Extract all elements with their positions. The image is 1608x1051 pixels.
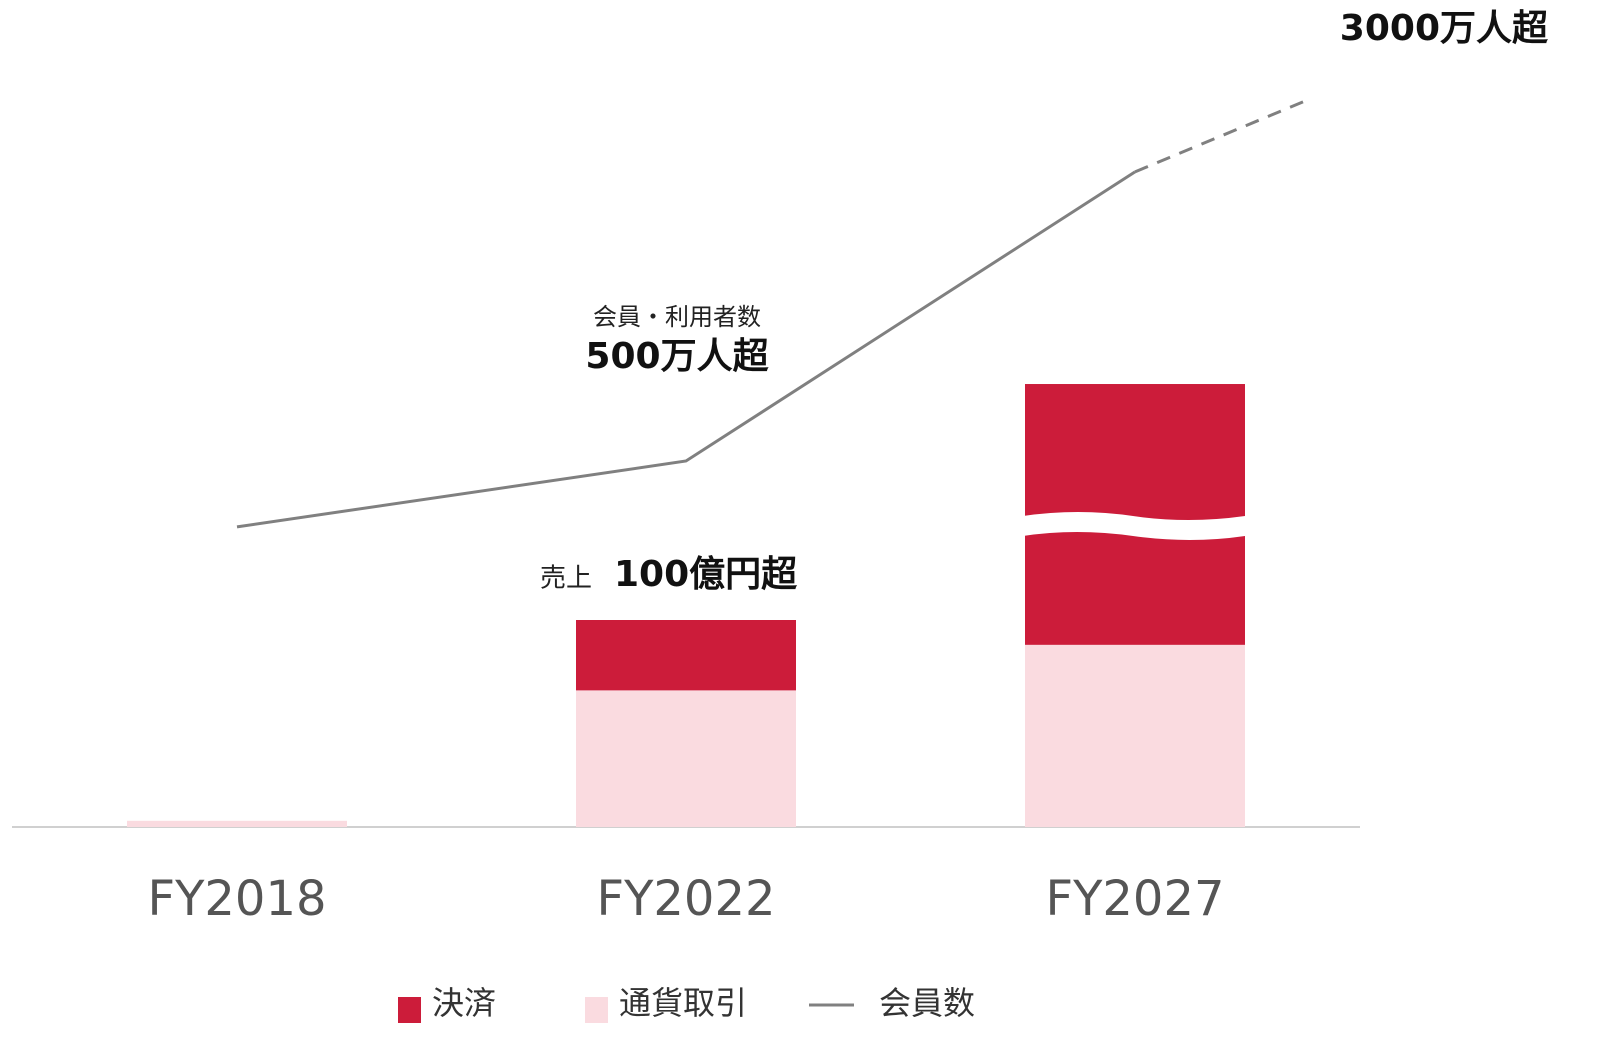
annotation: 会員・利用者数 — [593, 303, 761, 331]
annotation: 売上 — [540, 564, 592, 594]
annotation: 3000万人超 — [1340, 8, 1549, 49]
line — [236, 170, 1136, 529]
bar-segment — [127, 820, 347, 827]
x-tick-label: FY2027 — [1045, 871, 1224, 927]
bar-segment — [576, 620, 796, 691]
legend-label: 会員数 — [879, 984, 975, 1022]
bar-segment — [576, 690, 796, 827]
annotation: 100億円超 — [614, 554, 798, 595]
projection-line — [1134, 100, 1304, 174]
legend-swatch — [585, 997, 608, 1023]
legend-swatch — [398, 997, 421, 1023]
legend-label: 決済 — [432, 984, 496, 1022]
bar-break — [1023, 512, 1245, 540]
legend-label: 通貨取引 — [619, 984, 747, 1022]
x-tick-label: FY2022 — [596, 871, 775, 927]
bar-segment — [1025, 644, 1245, 827]
x-tick-label: FY2018 — [147, 871, 326, 927]
annotation: 500万人超 — [585, 336, 769, 377]
